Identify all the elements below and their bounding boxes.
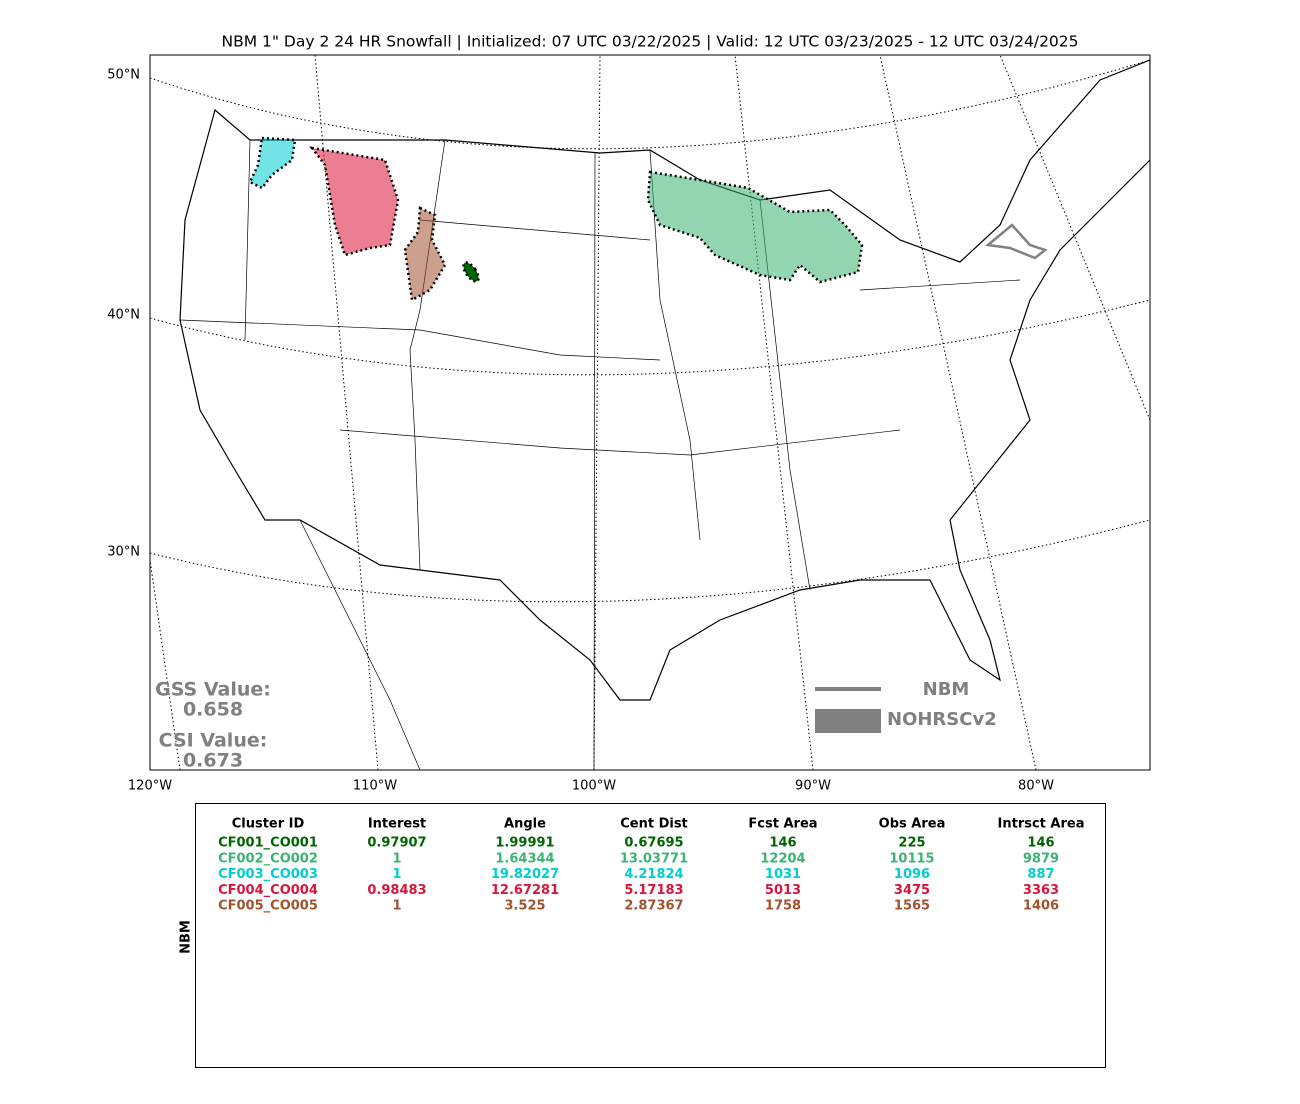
column-header: Cluster ID <box>232 817 305 832</box>
table-cell: 1 <box>392 899 401 914</box>
table-cell: 1.99991 <box>495 836 554 851</box>
nbm-outline <box>985 223 1048 260</box>
table-cell: CF003_CO003 <box>218 867 318 882</box>
column-header: Fcst Area <box>748 817 817 832</box>
cluster <box>646 170 864 284</box>
csi-value: 0.673 <box>183 750 243 772</box>
column-header: Interest <box>368 817 426 832</box>
table-cell: 0.98483 <box>367 883 426 898</box>
table-cell: 146 <box>1027 836 1054 851</box>
table-cell: CF001_CO001 <box>218 836 318 851</box>
table-cell: 13.03771 <box>620 851 688 866</box>
table-cell: 1031 <box>765 867 801 882</box>
lon-labels: 120°W 110°W 100°W 90°W 80°W <box>128 779 1054 794</box>
csi-label: CSI Value: <box>159 730 268 752</box>
table-cell: 5.17183 <box>624 883 683 898</box>
table-side-label: NBM <box>179 920 194 954</box>
column-header: Intrsct Area <box>998 817 1085 832</box>
legend: NBM NOHRSCv2 <box>815 679 997 733</box>
table-cell: CF002_CO002 <box>218 851 318 866</box>
table-cell: 1096 <box>894 867 930 882</box>
table-cell: 146 <box>769 836 796 851</box>
table-cell: 1758 <box>765 899 801 914</box>
cluster <box>309 146 400 257</box>
legend-label: NOHRSCv2 <box>887 709 997 730</box>
table-cell: 0.97907 <box>367 836 426 851</box>
column-header: Cent Dist <box>620 817 688 832</box>
table-cell: 4.21824 <box>624 867 683 882</box>
lon-label: 120°W <box>128 779 172 794</box>
gss-value: 0.658 <box>183 699 243 721</box>
table-cell: 3.525 <box>504 899 545 914</box>
table-cell: 1.64344 <box>495 851 554 866</box>
gss-label: GSS Value: <box>155 679 271 701</box>
cluster <box>462 261 480 283</box>
legend-patch <box>815 709 881 733</box>
table-cell: 1 <box>392 867 401 882</box>
title: NBM 1" Day 2 24 HR Snowfall | Initialize… <box>221 33 1078 51</box>
column-header: Angle <box>504 817 546 832</box>
table-cell: 2.87367 <box>624 899 683 914</box>
table-cell: 5013 <box>765 883 801 898</box>
lon-label: 80°W <box>1018 779 1054 794</box>
table-cell: 12204 <box>760 851 805 866</box>
table-cell: 10115 <box>889 851 934 866</box>
table-cell: CF004_CO004 <box>218 883 318 898</box>
table-cell: 12.67281 <box>491 883 559 898</box>
lat-label: 50°N <box>107 68 140 83</box>
table: Cluster ID Interest Angle Cent Dist Fcst Are… <box>218 817 1084 914</box>
table-cell: 1 <box>392 851 401 866</box>
cluster <box>248 136 297 190</box>
lat-label: 40°N <box>107 308 140 323</box>
table-frame <box>195 803 1106 1068</box>
table-cell: 0.67695 <box>624 836 683 851</box>
legend-label: NBM <box>923 679 970 700</box>
cluster <box>403 206 447 302</box>
table-cell: CF005_CO005 <box>218 899 318 914</box>
map: 50°N 40°N 30°N 120°W 110°W 100°W 90°W 80°W GSS… <box>107 54 1151 794</box>
graticule <box>150 299 1150 376</box>
lon-label: 110°W <box>353 779 397 794</box>
table-cell: 3475 <box>894 883 930 898</box>
table-cell: 9879 <box>1023 851 1059 866</box>
column-header: Obs Area <box>879 817 946 832</box>
lat-label: 30°N <box>107 545 140 560</box>
table-cell: 887 <box>1027 867 1054 882</box>
lat-labels: 50°N 40°N 30°N <box>107 68 140 560</box>
borders <box>179 139 1021 770</box>
table-cell: 1565 <box>894 899 930 914</box>
table-cell: 225 <box>898 836 925 851</box>
lon-label: 90°W <box>795 779 831 794</box>
coastline <box>179 59 1150 701</box>
table-cell: 3363 <box>1023 883 1059 898</box>
map-frame <box>149 54 1151 771</box>
table-cell: 1406 <box>1023 899 1059 914</box>
lon-label: 100°W <box>572 779 616 794</box>
table-cell: 19.82027 <box>491 867 559 882</box>
